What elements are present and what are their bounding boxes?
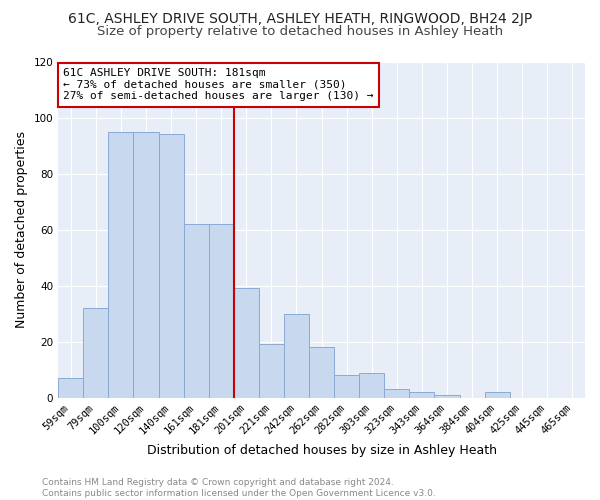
Bar [485, 392, 510, 398]
Bar [259, 344, 284, 398]
Y-axis label: Number of detached properties: Number of detached properties [15, 131, 28, 328]
Bar [309, 348, 334, 398]
Bar [158, 134, 184, 398]
Text: 61C ASHLEY DRIVE SOUTH: 181sqm
← 73% of detached houses are smaller (350)
27% of: 61C ASHLEY DRIVE SOUTH: 181sqm ← 73% of … [64, 68, 374, 102]
Bar [359, 372, 385, 398]
Bar [334, 376, 359, 398]
Bar [58, 378, 83, 398]
Bar [209, 224, 234, 398]
X-axis label: Distribution of detached houses by size in Ashley Heath: Distribution of detached houses by size … [146, 444, 497, 458]
Bar [409, 392, 434, 398]
Bar [109, 132, 133, 398]
Bar [234, 288, 259, 398]
Bar [184, 224, 209, 398]
Text: 61C, ASHLEY DRIVE SOUTH, ASHLEY HEATH, RINGWOOD, BH24 2JP: 61C, ASHLEY DRIVE SOUTH, ASHLEY HEATH, R… [68, 12, 532, 26]
Bar [385, 390, 409, 398]
Bar [434, 395, 460, 398]
Text: Size of property relative to detached houses in Ashley Heath: Size of property relative to detached ho… [97, 25, 503, 38]
Text: Contains HM Land Registry data © Crown copyright and database right 2024.
Contai: Contains HM Land Registry data © Crown c… [42, 478, 436, 498]
Bar [83, 308, 109, 398]
Bar [133, 132, 158, 398]
Bar [284, 314, 309, 398]
